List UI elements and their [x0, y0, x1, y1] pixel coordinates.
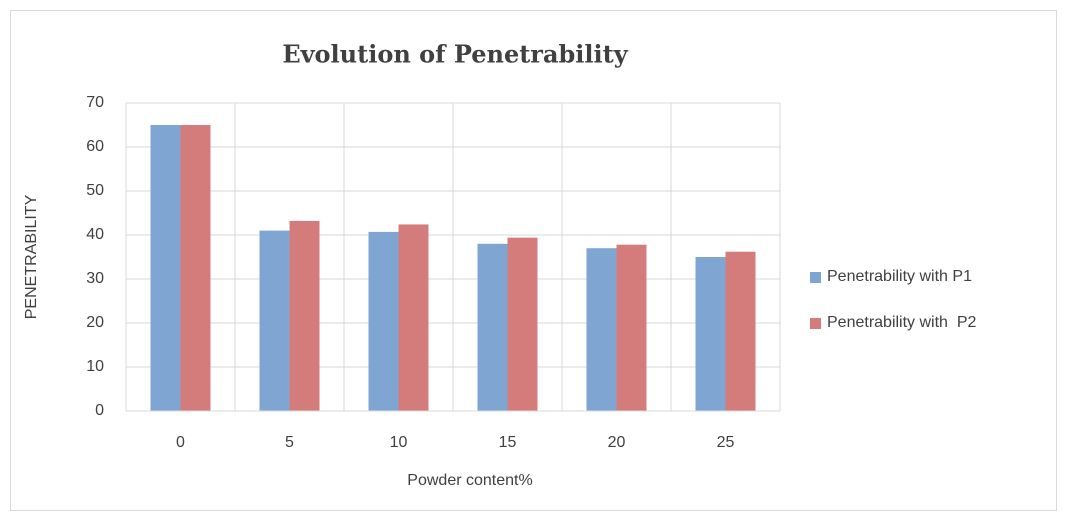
- bar: [616, 244, 647, 411]
- bar: [586, 248, 617, 411]
- x-tick-label: 20: [608, 434, 626, 451]
- y-tick-label: 20: [86, 314, 104, 331]
- legend-swatch: [810, 318, 821, 329]
- bar: [477, 243, 508, 411]
- x-tick-label: 15: [499, 434, 517, 451]
- x-tick-label: 5: [285, 434, 294, 451]
- bar: [368, 231, 399, 411]
- y-tick-label: 50: [86, 182, 104, 199]
- chart-title: Evolution of Penetrability: [282, 40, 628, 69]
- bar: [695, 257, 726, 411]
- x-tick-label: 0: [176, 434, 185, 451]
- bar: [150, 125, 181, 411]
- y-tick-label: 40: [86, 226, 104, 243]
- y-tick-label: 10: [86, 358, 104, 375]
- y-axis-label: PENETRABILITY: [23, 194, 40, 319]
- legend-label: Penetrability with P2: [827, 314, 977, 331]
- legend-label: Penetrability with P1: [827, 268, 972, 285]
- x-axis-label: Powder content%: [407, 472, 532, 489]
- legend-swatch: [810, 272, 821, 283]
- bar: [725, 251, 756, 411]
- y-tick-label: 70: [86, 94, 104, 111]
- x-tick-label: 25: [717, 434, 735, 451]
- y-tick-label: 0: [95, 402, 104, 419]
- bar: [180, 125, 211, 411]
- bar: [398, 224, 429, 411]
- y-tick-label: 30: [86, 270, 104, 287]
- x-tick-label: 10: [390, 434, 408, 451]
- bar: [507, 237, 538, 411]
- y-tick-label: 60: [86, 138, 104, 155]
- bar: [259, 230, 290, 411]
- bar: [289, 220, 320, 411]
